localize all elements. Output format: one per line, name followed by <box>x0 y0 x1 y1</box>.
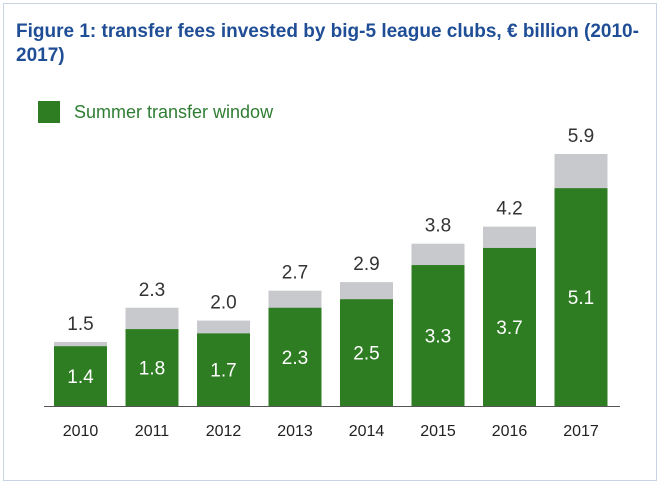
x-tick-label-2017: 2017 <box>563 423 599 440</box>
total-label-2013: 2.7 <box>282 263 308 284</box>
bar-summer-2017 <box>554 188 608 406</box>
total-label-2010: 1.5 <box>67 314 93 335</box>
legend-label-summer: Summer transfer window <box>74 101 274 122</box>
bar-summer-2014 <box>340 299 393 406</box>
bar-summer-2011 <box>125 329 179 406</box>
total-label-2014: 2.9 <box>353 254 379 275</box>
value-label-2014: 2.5 <box>353 344 379 365</box>
bar-summer-2016 <box>483 247 536 406</box>
bar-summer-2012 <box>197 333 250 406</box>
value-label-2012: 1.7 <box>210 361 236 382</box>
value-label-2016: 3.7 <box>496 318 522 339</box>
x-tick-label-2011: 2011 <box>135 423 170 440</box>
total-label-2015: 3.8 <box>425 216 451 237</box>
x-tick-label-2014: 2014 <box>349 423 385 440</box>
chart-frame <box>3 3 657 481</box>
legend-swatch-summer <box>38 101 60 123</box>
value-label-2013: 2.3 <box>282 348 308 369</box>
x-tick-label-2016: 2016 <box>492 423 528 440</box>
total-label-2011: 2.3 <box>139 280 165 301</box>
x-tick-label-2010: 2010 <box>63 423 99 440</box>
value-label-2010: 1.4 <box>67 367 94 388</box>
total-label-2017: 5.9 <box>568 126 594 147</box>
bar-summer-2010 <box>54 346 107 406</box>
x-tick-label-2013: 2013 <box>277 423 313 440</box>
value-label-2015: 3.3 <box>425 327 451 348</box>
total-label-2016: 4.2 <box>496 199 522 220</box>
x-tick-label-2012: 2012 <box>206 423 242 440</box>
bar-summer-2015 <box>411 265 465 406</box>
x-tick-label-2015: 2015 <box>420 423 456 440</box>
chart-title: Figure 1: transfer fees invested by big-… <box>16 21 639 66</box>
bar-summer-2013 <box>268 307 322 406</box>
legend: Summer transfer window <box>38 100 273 124</box>
value-label-2017: 5.1 <box>568 288 594 309</box>
value-label-2011: 1.8 <box>139 359 165 380</box>
total-label-2012: 2.0 <box>210 293 236 314</box>
